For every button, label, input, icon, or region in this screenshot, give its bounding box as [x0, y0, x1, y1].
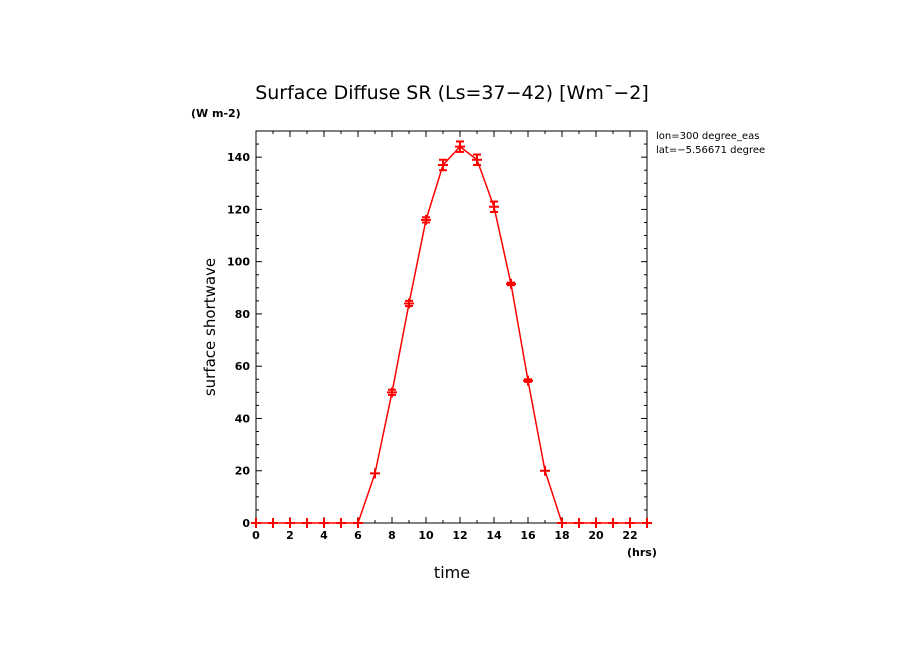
- x-tick-label: 6: [354, 529, 362, 542]
- y-tick-label: 0: [242, 517, 250, 530]
- data-point: [591, 518, 601, 528]
- y-tick-label: 40: [235, 412, 251, 425]
- x-tick-label: 8: [388, 529, 396, 542]
- y-tick-label: 20: [235, 465, 251, 478]
- x-tick-label: 20: [588, 529, 604, 542]
- data-point: [285, 518, 295, 528]
- data-point: [387, 387, 397, 398]
- x-tick-label: 10: [418, 529, 434, 542]
- x-axis-label: time: [434, 563, 470, 582]
- x-tick-label: 2: [286, 529, 294, 542]
- data-point: [540, 465, 550, 476]
- y-tick-label: 60: [235, 360, 251, 373]
- data-point: [268, 518, 278, 528]
- data-point: [302, 518, 312, 528]
- annotation-lon: lon=300 degree_eas: [656, 131, 759, 142]
- plot-frame: [255, 130, 648, 524]
- x-tick-label: 16: [520, 529, 536, 542]
- y-axis-label: surface shortwave: [201, 258, 219, 396]
- y-unit-label: (W m-2): [191, 107, 241, 120]
- data-point: [625, 518, 635, 528]
- x-unit-label: (hrs): [627, 546, 657, 559]
- data-point: [574, 518, 584, 528]
- data-point: [438, 159, 448, 170]
- data-point: [608, 518, 618, 528]
- y-tick-label: 80: [235, 308, 251, 321]
- data-point: [523, 375, 533, 386]
- annotation-lat: lat=−5.56671 degree: [656, 145, 765, 156]
- x-tick-label: 22: [622, 529, 637, 542]
- data-point: [642, 518, 652, 528]
- x-tick-label: 0: [252, 529, 260, 542]
- data-point: [251, 518, 261, 528]
- data-point: [421, 214, 431, 225]
- data-point: [557, 518, 567, 528]
- x-tick-label: 12: [452, 529, 467, 542]
- data-point: [319, 518, 329, 528]
- data-point: [455, 141, 465, 152]
- data-point: [336, 518, 346, 528]
- y-tick-label: 140: [227, 151, 250, 164]
- data-point: [404, 298, 414, 309]
- x-tick-label: 18: [554, 529, 569, 542]
- x-tick-label: 14: [486, 529, 502, 542]
- series-line: [256, 145, 647, 524]
- data-point: [370, 468, 380, 479]
- data-marks: [251, 140, 652, 528]
- y-tick-label: 100: [227, 256, 250, 269]
- axis-ticks: 0 2 4 6 8 10 12 14 16 18 20 22 0 20 40 60 80 100 120 140: [227, 130, 648, 542]
- x-tick-label: 4: [320, 529, 328, 542]
- data-point: [489, 201, 499, 212]
- y-tick-label: 120: [227, 203, 250, 216]
- data-point: [353, 518, 363, 528]
- chart-title: Surface Diffuse SR (Ls=37−42) [Wm¯−2]: [255, 82, 649, 104]
- data-point: [506, 278, 516, 289]
- data-point: [472, 154, 482, 165]
